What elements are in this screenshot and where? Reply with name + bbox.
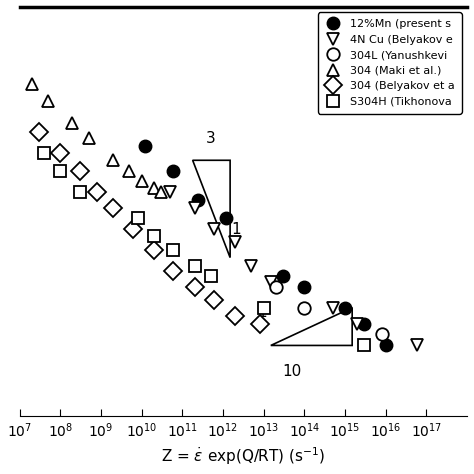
Text: 1: 1 xyxy=(257,305,267,320)
Text: 3: 3 xyxy=(206,131,216,146)
X-axis label: Z = $\dot{\varepsilon}$ exp(Q/RT) (s$^{-1}$): Z = $\dot{\varepsilon}$ exp(Q/RT) (s$^{-… xyxy=(161,446,326,467)
Legend: 12%Mn (present s, 4N Cu (Belyakov e, 304L (Yanushkevi, 304 (Maki et al.), 304 (B: 12%Mn (present s, 4N Cu (Belyakov e, 304… xyxy=(318,12,462,114)
Text: 10: 10 xyxy=(283,364,301,379)
Text: 1: 1 xyxy=(231,222,241,237)
